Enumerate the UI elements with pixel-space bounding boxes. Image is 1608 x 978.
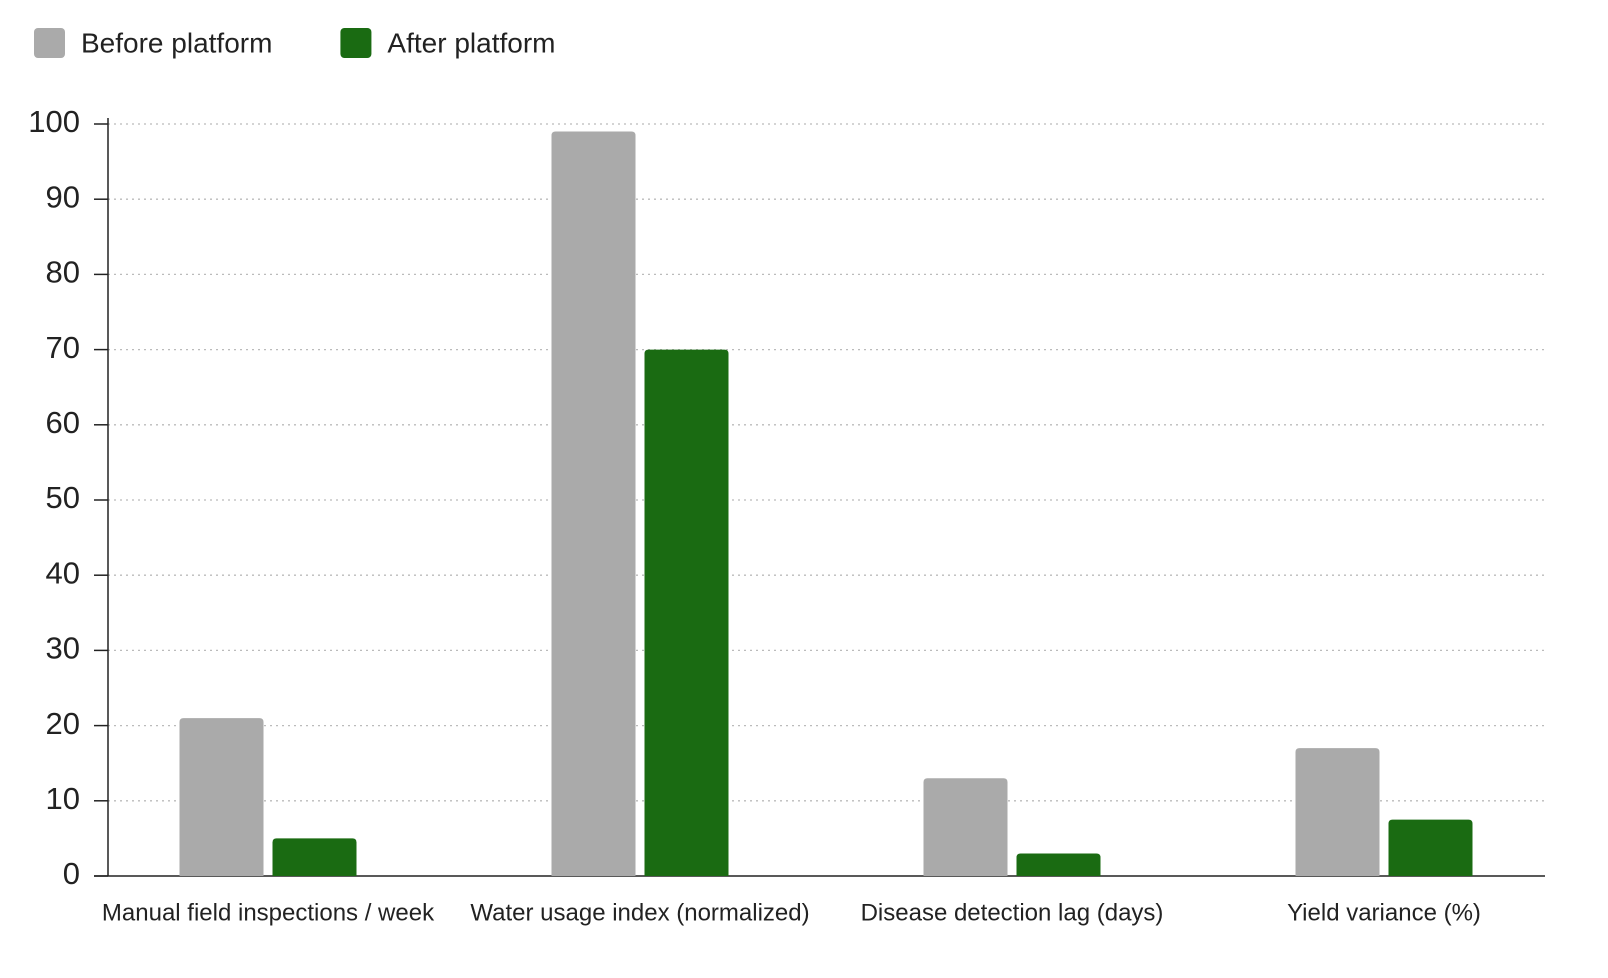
y-tick-label: 70	[46, 330, 80, 365]
bar	[551, 131, 636, 876]
x-tick-label: Yield variance (%)	[1287, 899, 1481, 926]
y-tick-label: 90	[46, 179, 80, 214]
y-tick-label: 30	[46, 631, 80, 666]
y-tick-label: 50	[46, 480, 80, 515]
legend-swatch	[340, 28, 372, 58]
x-tick-label: Water usage index (normalized)	[470, 899, 809, 926]
bar	[923, 778, 1008, 876]
legend-label: After platform	[387, 27, 555, 58]
bar	[272, 838, 357, 876]
legend-swatch	[34, 28, 65, 58]
bar	[644, 349, 729, 877]
x-tick-label: Disease detection lag (days)	[861, 899, 1164, 926]
bar	[1388, 819, 1473, 876]
bar	[1295, 748, 1380, 876]
y-tick-label: 100	[28, 104, 80, 139]
y-tick-label: 10	[46, 781, 80, 816]
y-tick-label: 80	[46, 255, 80, 290]
x-tick-label: Manual field inspections / week	[102, 899, 435, 926]
y-tick-label: 20	[46, 706, 80, 741]
bar	[179, 718, 264, 876]
y-tick-label: 60	[46, 405, 80, 440]
y-tick-label: 0	[63, 856, 80, 891]
bar	[1016, 853, 1101, 876]
legend-label: Before platform	[81, 27, 272, 58]
y-tick-label: 40	[46, 555, 80, 590]
